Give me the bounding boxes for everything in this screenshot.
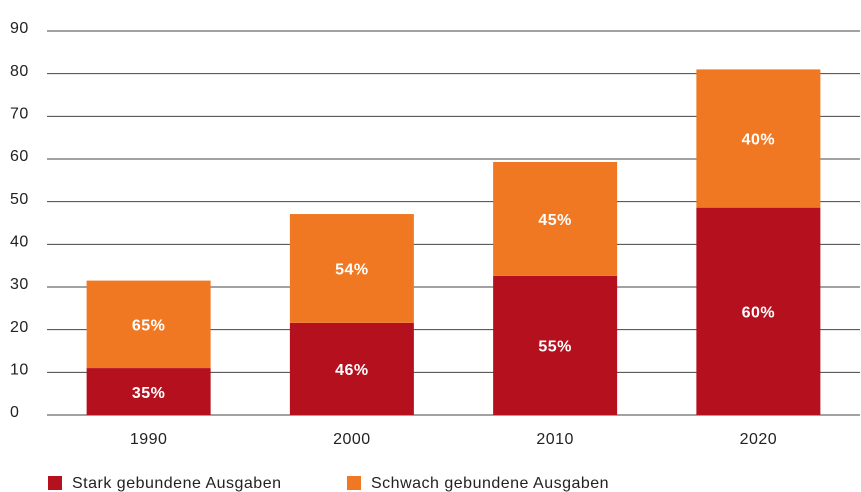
data-label: 65%	[132, 318, 166, 335]
bar-segment	[289, 214, 414, 323]
data-label: 55%	[538, 339, 572, 356]
data-label: 60%	[742, 305, 776, 322]
legend-swatch	[48, 476, 62, 490]
bar-segment	[493, 275, 618, 415]
y-tick-label: 0	[10, 404, 19, 421]
bar-segment	[696, 69, 821, 208]
x-tick-label: 1990	[130, 431, 168, 448]
y-tick-label: 40	[10, 234, 29, 251]
bar-segment	[289, 322, 414, 415]
y-tick-label: 30	[10, 276, 29, 293]
data-label: 54%	[335, 262, 369, 279]
bar-segment	[696, 207, 821, 415]
y-tick-label: 10	[10, 362, 29, 379]
legend-label: Schwach gebundene Ausgaben	[371, 475, 609, 492]
data-label: 45%	[538, 212, 572, 229]
legend-label: Stark gebundene Ausgaben	[72, 475, 282, 492]
y-tick-label: 80	[10, 63, 29, 80]
y-tick-label: 50	[10, 191, 29, 208]
y-tick-label: 60	[10, 148, 29, 165]
data-label: 40%	[742, 132, 776, 149]
bar-segment	[86, 368, 211, 415]
x-tick-label: 2010	[536, 431, 574, 448]
bar-segment	[493, 161, 618, 276]
x-tick-label: 2020	[740, 431, 778, 448]
data-label: 35%	[132, 385, 166, 402]
legend-swatch	[347, 476, 361, 490]
y-tick-label: 70	[10, 106, 29, 123]
y-tick-label: 20	[10, 319, 29, 336]
x-tick-label: 2000	[333, 431, 371, 448]
data-label: 46%	[335, 362, 369, 379]
y-tick-label: 90	[10, 20, 29, 37]
bar-segment	[86, 280, 211, 369]
